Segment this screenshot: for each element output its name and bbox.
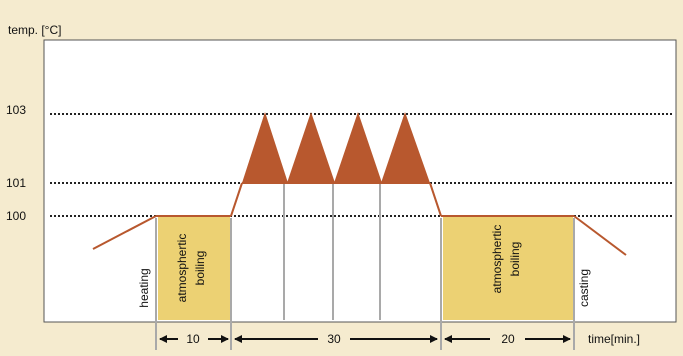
- pressure-peak: [334, 112, 382, 183]
- duration-label-10: 10: [186, 332, 200, 346]
- y-tick-101: 101: [6, 176, 26, 190]
- label-boil1-line1: atmosphertic: [175, 234, 189, 303]
- label-heating: heating: [137, 268, 151, 307]
- duration-label-20: 20: [501, 332, 515, 346]
- label-casting: casting: [577, 269, 591, 307]
- x-axis-label: time[min.]: [588, 332, 640, 346]
- casting-ramp: [573, 215, 627, 256]
- y-tick-103: 103: [6, 103, 26, 117]
- y-tick-100: 100: [6, 209, 26, 223]
- boiling-box-1: [158, 216, 230, 320]
- pressure-ramp-up: [230, 182, 243, 217]
- y-axis-label: temp. [°C]: [8, 23, 61, 37]
- pressure-peak: [242, 112, 288, 183]
- label-boil1-line2: boiling: [193, 251, 207, 286]
- heating-ramp: [92, 215, 157, 250]
- pressure-peak: [287, 112, 335, 183]
- pressure-peak: [381, 112, 430, 183]
- boiling-box-2: [443, 216, 573, 320]
- label-boil2-line1: atmosphertic: [490, 225, 504, 294]
- pressure-ramp-down: [429, 182, 442, 217]
- duration-label-30: 30: [327, 332, 341, 346]
- label-boil2-line2: boiling: [508, 242, 522, 277]
